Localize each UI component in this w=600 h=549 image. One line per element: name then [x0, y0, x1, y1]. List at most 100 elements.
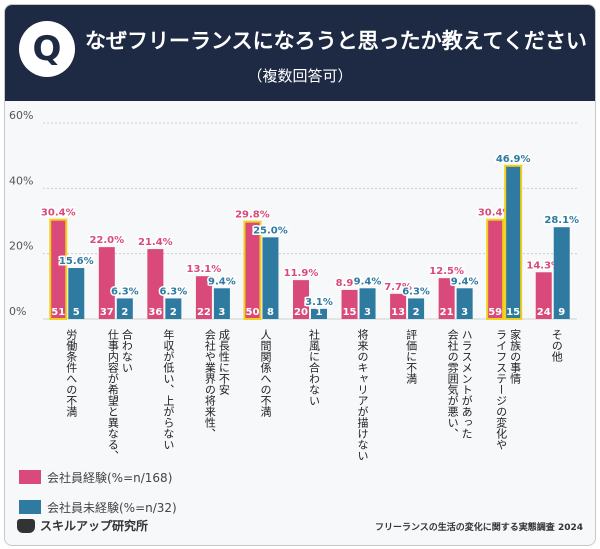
- count-label: 8: [267, 307, 274, 318]
- count-label: 2: [170, 307, 177, 318]
- legend-item-never: 会社員未経験(%=n/32): [19, 497, 177, 517]
- count-label: 15: [506, 307, 520, 318]
- category-label: 将来のキャリアが描けない: [356, 329, 369, 461]
- legend-swatch-never: [19, 500, 41, 514]
- count-label: 59: [488, 307, 502, 318]
- data-label: 28.1%: [544, 215, 579, 226]
- count-label: 22: [197, 307, 211, 318]
- category-label: 仕事内容が希望と異なる、: [106, 329, 119, 461]
- category-label: ハラスメントがあった: [460, 329, 473, 439]
- data-label: 6.3%: [159, 286, 187, 297]
- count-label: 5: [73, 307, 80, 318]
- data-label: 3.1%: [305, 297, 333, 308]
- count-label: 36: [148, 307, 162, 318]
- count-label: 20: [294, 307, 308, 318]
- graduation-cap-icon: [17, 518, 35, 533]
- count-label: 24: [537, 307, 551, 318]
- category-label: 労働条件への不満: [65, 328, 78, 418]
- count-label: 9: [558, 307, 565, 318]
- count-label: 51: [51, 307, 65, 318]
- y-tick-label: 20%: [9, 240, 33, 253]
- bar: [504, 164, 523, 320]
- count-label: 2: [121, 307, 128, 318]
- bar: [147, 249, 164, 319]
- question-badge: Q: [19, 21, 75, 77]
- data-label: 9.4%: [451, 276, 479, 287]
- count-label: 13: [391, 307, 405, 318]
- legend: 会社員経験(%=n/168) 会社員未経験(%=n/32): [19, 467, 177, 527]
- bar: [553, 227, 570, 319]
- bar: [262, 237, 279, 319]
- bar: [98, 247, 115, 319]
- bar: [293, 280, 309, 319]
- bar: [116, 298, 133, 319]
- legend-item-employed: 会社員経験(%=n/168): [19, 467, 177, 487]
- category-label: その他: [550, 329, 563, 362]
- bar: [359, 288, 376, 319]
- bar: [243, 220, 262, 320]
- bar: [195, 276, 212, 319]
- brand-logo: スキルアップ研究所: [17, 517, 148, 534]
- bar-chart: 0% 20% 40% 60% 30.4% 51 15.6% 5 労働条件への不満 22.0% 37 6…: [9, 109, 581, 461]
- category-label: ライフステージの変化や: [495, 329, 508, 450]
- data-label: 21.4%: [138, 237, 173, 248]
- header: Q なぜフリーランスになろうと思ったか教えてください （複数回答可）: [5, 5, 595, 101]
- count-label: 15: [343, 307, 357, 318]
- bar: [408, 298, 425, 319]
- bar: [341, 289, 358, 319]
- y-tick-label: 40%: [9, 174, 33, 187]
- data-label: 11.9%: [284, 268, 319, 279]
- bar: [456, 288, 473, 319]
- bar: [486, 218, 505, 320]
- bar: [535, 272, 552, 319]
- category-label: 合わない: [120, 328, 133, 373]
- data-label: 15.6%: [59, 256, 94, 267]
- data-label: 7.7%: [384, 282, 412, 293]
- category-label: 成長性に不安: [217, 329, 230, 396]
- y-tick-label: 60%: [9, 109, 33, 122]
- count-label: 37: [100, 307, 114, 318]
- page-subtitle: （複数回答可）: [247, 67, 353, 85]
- data-label: 22.0%: [89, 235, 124, 246]
- data-label: 6.3%: [111, 286, 139, 297]
- legend-swatch-employed: [19, 470, 41, 484]
- data-label: 29.8%: [235, 210, 270, 221]
- category-label: 会社や業界の将来性、: [203, 329, 216, 439]
- bar: [68, 268, 85, 319]
- category-label: 評価に不満: [405, 328, 418, 385]
- page-title: なぜフリーランスになろうと思ったか教えてください: [85, 29, 587, 53]
- count-label: 2: [413, 307, 420, 318]
- bar: [438, 278, 455, 319]
- count-label: 1: [316, 307, 323, 318]
- bar: [390, 293, 407, 319]
- data-label: 46.9%: [496, 154, 531, 165]
- bar: [213, 288, 230, 319]
- data-label: 9.4%: [354, 276, 382, 287]
- category-label: 家族の事情: [509, 328, 522, 385]
- legend-label-employed: 会社員経験(%=n/168): [47, 470, 173, 485]
- count-label: 50: [245, 307, 259, 318]
- bar: [311, 308, 327, 319]
- infographic-card: Q なぜフリーランスになろうと思ったか教えてください （複数回答可） 0% 20%…: [4, 4, 596, 546]
- legend-label-never: 会社員未経験(%=n/32): [47, 500, 177, 515]
- data-label: 30.4%: [41, 208, 76, 219]
- data-label: 6.3%: [402, 286, 430, 297]
- survey-footnote: フリーランスの生活の変化に関する実態調査 2024: [374, 523, 583, 533]
- count-label: 3: [218, 307, 225, 318]
- count-label: 3: [461, 307, 468, 318]
- data-label: 8.9%: [336, 278, 364, 289]
- y-tick-label: 0%: [9, 305, 26, 318]
- bar: [165, 298, 182, 319]
- bar: [49, 218, 68, 320]
- data-label: 9.4%: [208, 276, 236, 287]
- data-label: 25.0%: [253, 225, 288, 236]
- data-label: 12.5%: [429, 266, 464, 277]
- category-label: 会社の雰囲気が悪い、: [446, 329, 459, 439]
- brand-name: スキルアップ研究所: [40, 519, 149, 533]
- category-label: 人間関係への不満: [259, 329, 272, 418]
- category-label: 社風に合わない: [308, 328, 321, 406]
- category-label: 年収が低い、上がらない: [162, 328, 175, 450]
- data-label: 13.1%: [187, 264, 222, 275]
- data-label: 14.3%: [526, 260, 561, 271]
- count-label: 21: [440, 307, 454, 318]
